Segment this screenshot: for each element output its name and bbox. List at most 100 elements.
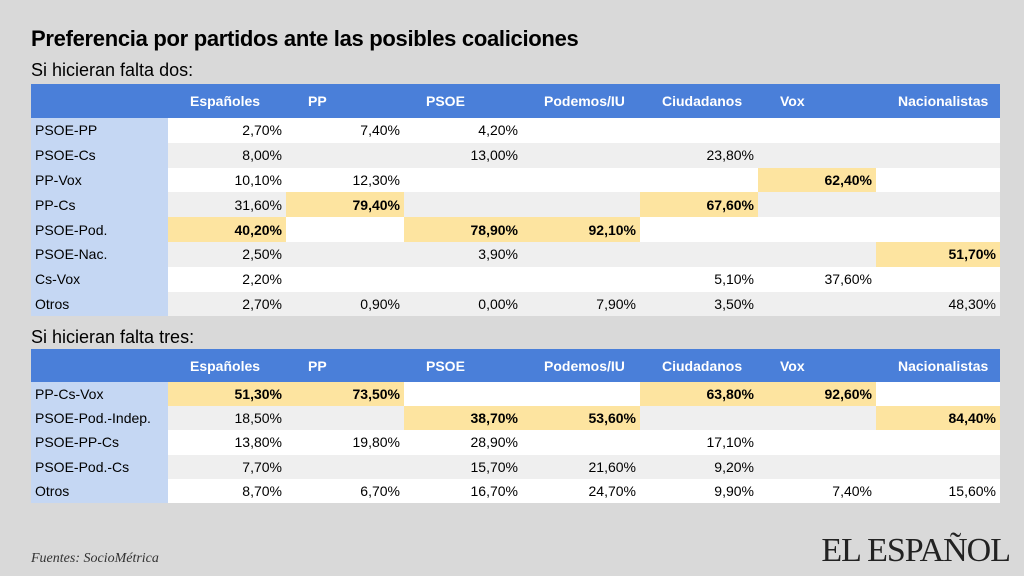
source-note: Fuentes: SocioMétrica: [31, 551, 159, 566]
table-cell: [640, 118, 758, 143]
table-cell: 13,80%: [168, 430, 286, 455]
header-corner: [31, 349, 168, 382]
row-label: PP-Cs-Vox: [31, 382, 168, 407]
table-cell: 15,70%: [404, 454, 522, 479]
column-header: Nacionalistas: [876, 349, 1000, 382]
table-cell: 4,20%: [404, 118, 522, 143]
table-cell: 53,60%: [522, 406, 640, 431]
column-header: Ciudadanos: [640, 84, 758, 118]
table-cell: [286, 241, 404, 267]
table-cell: 28,90%: [404, 430, 522, 455]
table-cell: 23,80%: [640, 142, 758, 168]
table-row: Cs-Vox 2,20% 5,10% 37,60%: [31, 266, 1000, 292]
table-cell: [876, 454, 1000, 479]
table-row: PP-Vox 10,10% 12,30% 62,40%: [31, 167, 1000, 193]
row-label: PSOE-PP: [31, 118, 168, 143]
column-header: Españoles: [168, 84, 286, 118]
row-label: Cs-Vox: [31, 266, 168, 292]
table-cell: 7,90%: [522, 291, 640, 317]
table-row: Otros 8,70% 6,70% 16,70% 24,70% 9,90% 7,40% 15,…: [31, 478, 1000, 503]
table-cell: [876, 192, 1000, 218]
table-cell: 6,70%: [286, 478, 404, 503]
table-cell: [286, 454, 404, 479]
table-cell: 3,90%: [404, 241, 522, 267]
table1-subtitle: Si hicieran falta dos:: [31, 60, 194, 80]
column-header: Vox: [758, 84, 876, 118]
table-cell: [522, 142, 640, 168]
table-cell: [522, 192, 640, 218]
table-row: PSOE-Pod.-Indep. 18,50% 38,70% 53,60% 84,40%: [31, 406, 1000, 431]
table-cell: [522, 241, 640, 267]
table-cell: [758, 217, 876, 242]
table-cell: 48,30%: [876, 291, 1000, 317]
brand-logo: EL ESPAÑOL: [821, 532, 1011, 569]
table-cell: 51,70%: [876, 241, 1000, 267]
table-cell: [876, 118, 1000, 143]
table-cell: 19,80%: [286, 430, 404, 455]
column-header: Podemos/IU: [522, 349, 640, 382]
table-row: PSOE-Cs 8,00% 13,00% 23,80%: [31, 142, 1000, 168]
table-cell: [640, 167, 758, 193]
row-label: PP-Cs: [31, 192, 168, 218]
table-row: PSOE-Nac. 2,50% 3,90% 51,70%: [31, 241, 1000, 267]
table-cell: 10,10%: [168, 167, 286, 193]
row-label: Otros: [31, 478, 168, 503]
table-cell: 7,40%: [758, 478, 876, 503]
table-cell: 78,90%: [404, 217, 522, 242]
table-cell: 92,60%: [758, 382, 876, 407]
table-row: PSOE-PP-Cs 13,80% 19,80% 28,90% 17,10%: [31, 430, 1000, 455]
row-label: PP-Vox: [31, 167, 168, 193]
table-cell: [640, 241, 758, 267]
table-cell: 0,90%: [286, 291, 404, 317]
table-cell: [404, 266, 522, 292]
table-cell: [404, 192, 522, 218]
table-cell: [286, 217, 404, 242]
table-row: PSOE-PP 2,70% 7,40% 4,20%: [31, 118, 1000, 143]
table-cell: [876, 266, 1000, 292]
table-cell: [522, 118, 640, 143]
table-cell: 15,60%: [876, 478, 1000, 503]
table-cell: 12,30%: [286, 167, 404, 193]
row-label: Otros: [31, 291, 168, 317]
table-cell: 0,00%: [404, 291, 522, 317]
table-cell: 5,10%: [640, 266, 758, 292]
table-cell: 9,90%: [640, 478, 758, 503]
table-cell: [522, 167, 640, 193]
table-cell: [758, 142, 876, 168]
table-cell: 18,50%: [168, 406, 286, 431]
table-cell: 84,40%: [876, 406, 1000, 431]
table-row: PSOE-Pod. 40,20% 78,90% 92,10%: [31, 217, 1000, 242]
table-cell: 79,40%: [286, 192, 404, 218]
table-cell: [758, 192, 876, 218]
column-header: Ciudadanos: [640, 349, 758, 382]
column-header: PSOE: [404, 84, 522, 118]
row-label: PSOE-Cs: [31, 142, 168, 168]
table-cell: 2,70%: [168, 118, 286, 143]
table-cell: 17,10%: [640, 430, 758, 455]
table-cell: 73,50%: [286, 382, 404, 407]
table-cell: 38,70%: [404, 406, 522, 431]
table-cell: [286, 406, 404, 431]
column-header: PSOE: [404, 349, 522, 382]
row-label: PSOE-Pod.-Indep.: [31, 406, 168, 431]
table-cell: 2,50%: [168, 241, 286, 267]
row-label: PSOE-Nac.: [31, 241, 168, 267]
table-cell: 8,00%: [168, 142, 286, 168]
table-cell: [522, 430, 640, 455]
table-cell: [758, 241, 876, 267]
header-corner: [31, 84, 168, 118]
table-cell: 62,40%: [758, 167, 876, 193]
table-cell: 67,60%: [640, 192, 758, 218]
table-cell: [758, 430, 876, 455]
row-label: PSOE-Pod.: [31, 217, 168, 242]
table-cell: [522, 382, 640, 407]
table-cell: [404, 382, 522, 407]
table-cell: 37,60%: [758, 266, 876, 292]
table-row: PP-Cs-Vox 51,30% 73,50% 63,80% 92,60%: [31, 382, 1000, 407]
row-label: PSOE-PP-Cs: [31, 430, 168, 455]
table-cell: [640, 406, 758, 431]
column-header: Españoles: [168, 349, 286, 382]
table-cell: [640, 217, 758, 242]
table-cell: 2,20%: [168, 266, 286, 292]
column-header: Podemos/IU: [522, 84, 640, 118]
